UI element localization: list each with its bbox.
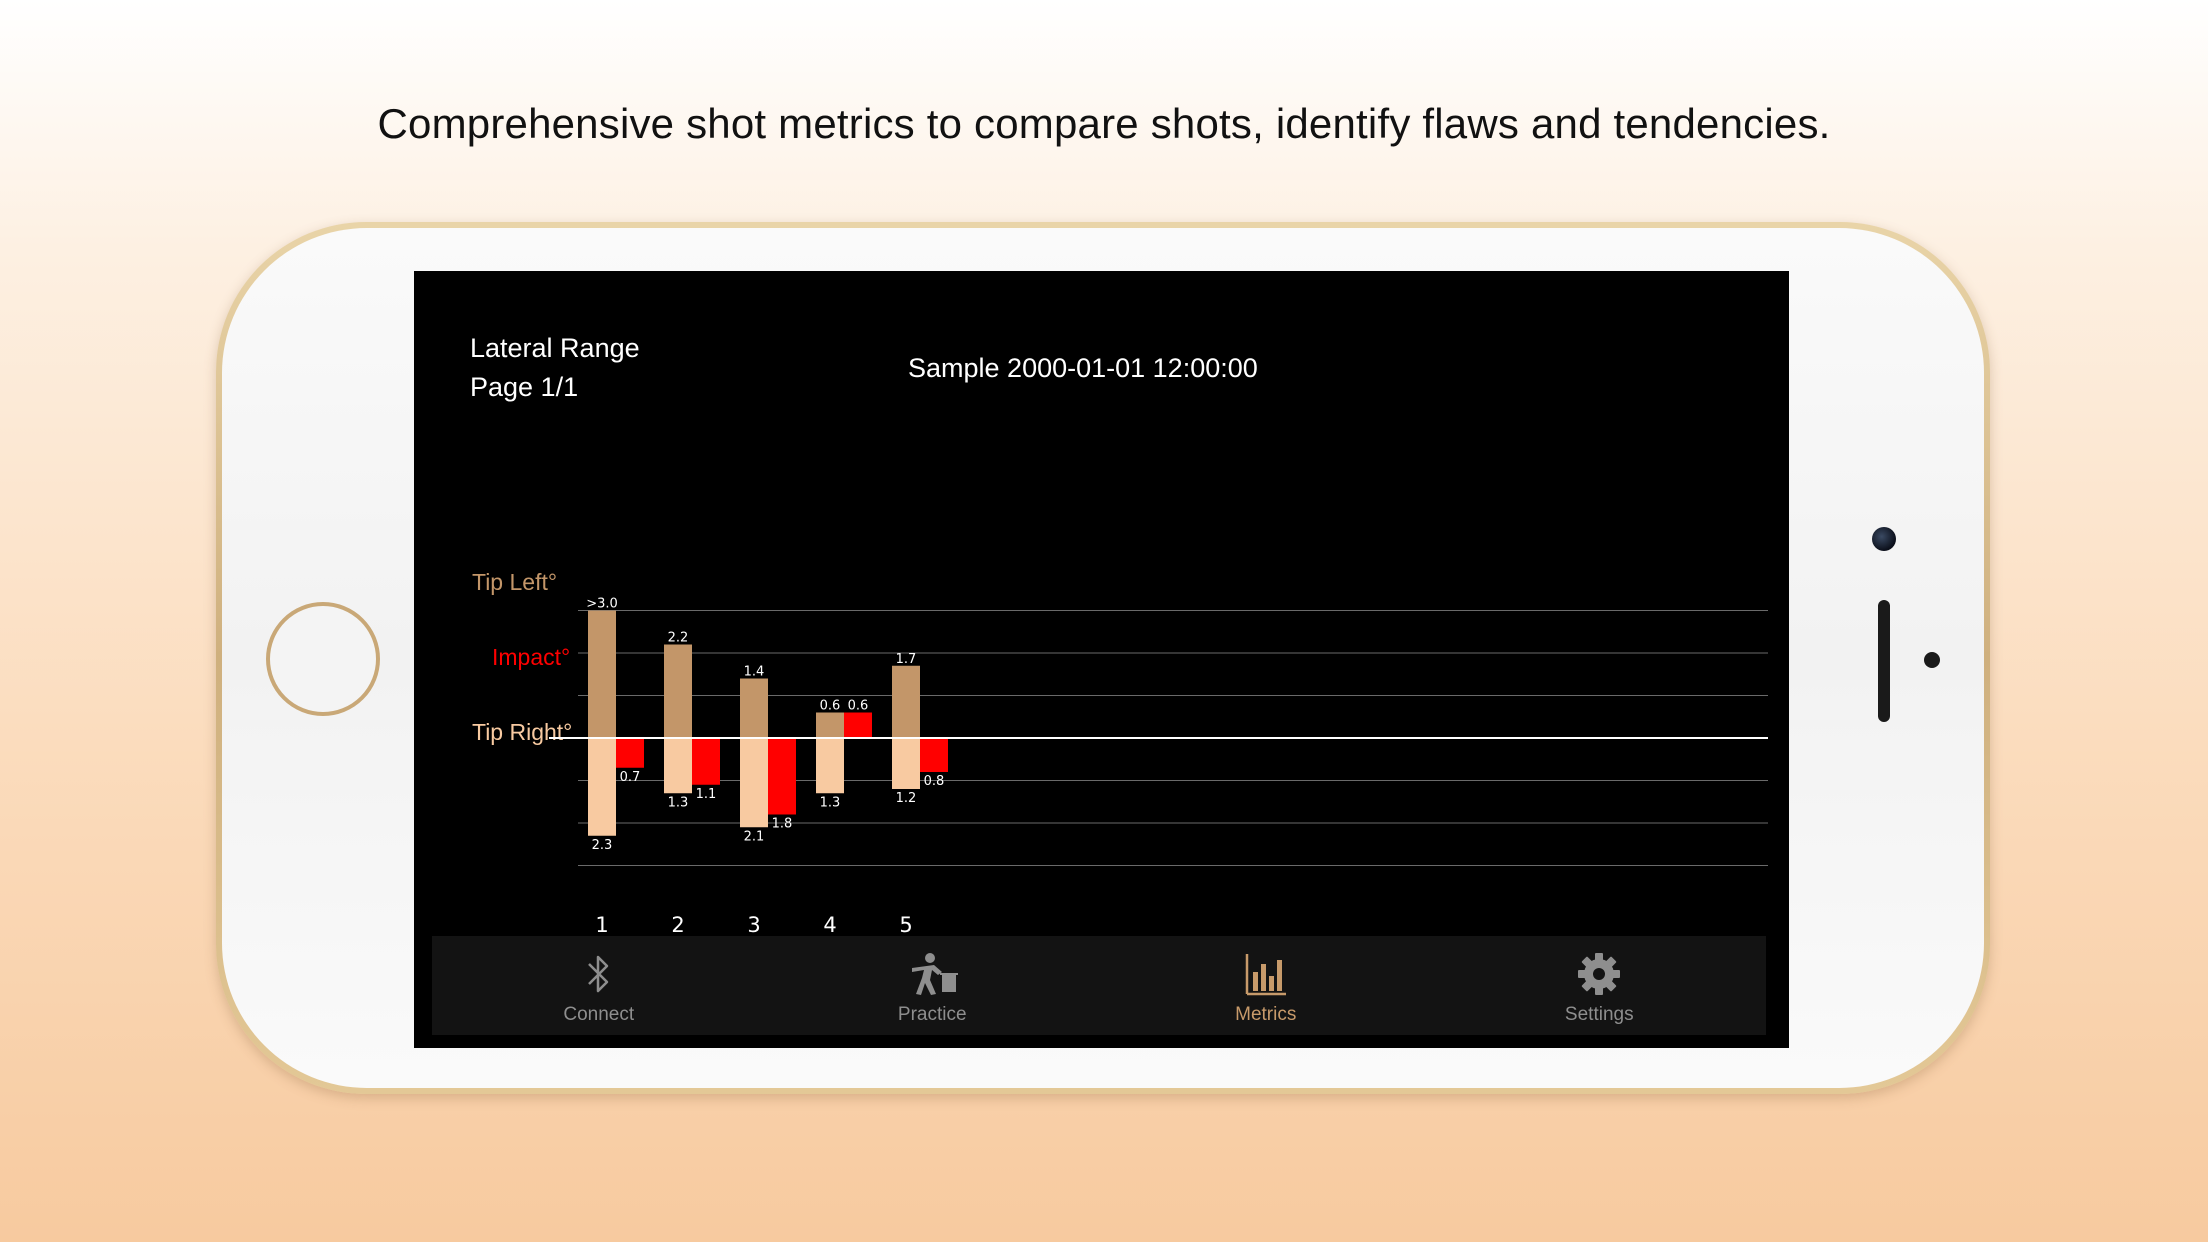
lateral-range-chart: >3.0 2.3 0.7 1 2.2 1.3 1.1 2 1.4 2.1 1.8 3 0.6 1.3 0.6… — [549, 597, 1768, 936]
bar-tip-left — [588, 610, 616, 738]
tab-settings[interactable]: Settings — [1433, 936, 1767, 1035]
data-label-tip-right: 2.1 — [744, 829, 765, 844]
tab-bar: Connect Practice Metrics — [432, 936, 1766, 1035]
tab-connect[interactable]: Connect — [432, 936, 766, 1035]
bar-tip-right — [816, 738, 844, 794]
data-label-impact: 0.8 — [924, 774, 945, 789]
headline: Comprehensive shot metrics to compare sh… — [377, 100, 1831, 147]
data-label-impact: 0.7 — [620, 770, 641, 785]
speaker-grille — [1878, 600, 1890, 722]
bar-tip-left — [740, 678, 768, 738]
home-button[interactable] — [266, 602, 380, 716]
x-tick-label: 3 — [747, 913, 760, 936]
data-label-tip-right: 1.3 — [820, 795, 841, 810]
data-label-impact: 1.8 — [772, 817, 793, 832]
data-label-impact: 1.1 — [696, 787, 717, 802]
chart-title-metric: Lateral Range — [470, 333, 640, 363]
tab-metrics-label: Metrics — [1235, 1004, 1297, 1025]
tab-settings-label: Settings — [1564, 1004, 1634, 1025]
bluetooth-icon — [587, 955, 608, 993]
x-tick-label: 1 — [595, 913, 608, 936]
data-label-tip-left: 0.6 — [820, 699, 841, 714]
app-screen: Lateral Range Page 1/1 Sample 2000-01-01… — [414, 271, 1789, 1048]
x-tick-label: 2 — [671, 913, 684, 936]
page-indicator: Page 1/1 — [470, 372, 579, 402]
practice-icon — [912, 953, 959, 995]
bar-impact — [616, 738, 644, 768]
bar-tip-left — [664, 644, 692, 738]
y-label-tip-left: Tip Left° — [472, 569, 558, 595]
bar-impact — [768, 738, 796, 815]
bar-tip-right — [892, 738, 920, 789]
camera-icon — [1872, 527, 1896, 551]
bar-tip-right — [740, 738, 768, 828]
chart-title: Lateral Range Page 1/1 — [470, 329, 640, 407]
data-label-tip-left: 1.4 — [744, 665, 765, 680]
data-label-tip-left: 2.2 — [668, 631, 689, 646]
bar-tip-left — [892, 665, 920, 738]
bar-tip-right — [588, 738, 616, 836]
y-label-tip-right: Tip Right° — [472, 719, 573, 745]
x-tick-label: 5 — [899, 913, 912, 936]
data-label-tip-right: 1.3 — [668, 795, 689, 810]
data-label-impact: 0.6 — [848, 699, 869, 714]
gear-icon — [1578, 953, 1621, 995]
bar-tip-left — [816, 712, 844, 738]
data-label-tip-left: 1.7 — [896, 652, 917, 667]
bar-impact — [920, 738, 948, 772]
data-label-tip-left: >3.0 — [586, 597, 618, 612]
data-label-tip-right: 1.2 — [896, 791, 917, 806]
bar-impact — [844, 712, 872, 738]
tab-connect-label: Connect — [563, 1004, 635, 1025]
data-label-tip-right: 2.3 — [592, 838, 613, 853]
session-label: Sample 2000-01-01 12:00:00 — [908, 353, 1258, 383]
sensor-dot — [1924, 652, 1940, 668]
bar-tip-right — [664, 738, 692, 794]
bar-impact — [692, 738, 720, 785]
metrics-icon — [1245, 954, 1286, 996]
y-label-impact: Impact° — [492, 644, 571, 670]
tab-practice[interactable]: Practice — [766, 936, 1100, 1035]
x-tick-label: 4 — [823, 913, 836, 936]
tab-metrics[interactable]: Metrics — [1099, 936, 1433, 1035]
tab-practice-label: Practice — [897, 1004, 967, 1025]
